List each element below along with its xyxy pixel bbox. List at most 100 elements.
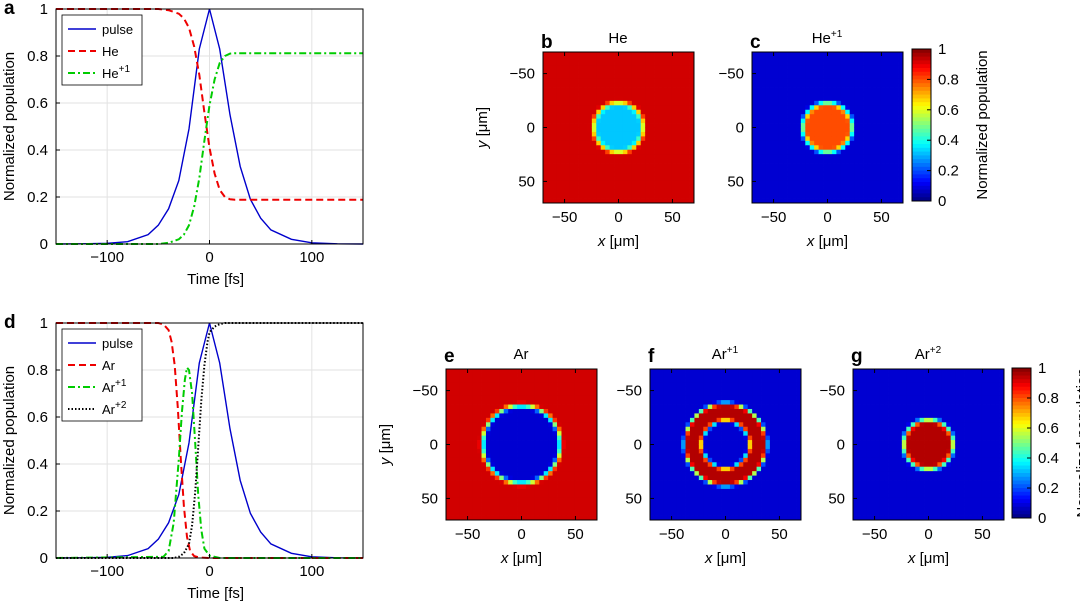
heatmap-cell (579, 440, 585, 445)
heatmap-cell (707, 475, 713, 481)
heatmap-cell (525, 471, 531, 476)
heatmap-cell (574, 488, 580, 494)
heatmap-cell (889, 198, 895, 204)
heatmap-cell (853, 497, 858, 503)
heatmap-cell (774, 413, 780, 419)
heatmap-cell (885, 105, 891, 111)
heatmap-cell (525, 386, 531, 392)
heatmap-cell (561, 484, 567, 490)
heatmap-cell (845, 105, 851, 111)
heatmap-cell (499, 417, 505, 423)
heatmap-cell (667, 417, 673, 423)
heatmap-cell (840, 154, 846, 159)
heatmap-cell (463, 391, 469, 397)
heatmap-cell (774, 180, 780, 186)
heatmap-cell (827, 78, 833, 84)
heatmap-cell (774, 373, 780, 379)
heatmap-cell (765, 431, 771, 437)
heatmap-cell (667, 189, 673, 195)
heatmap-cell (658, 118, 664, 124)
heatmap-cell (778, 497, 784, 503)
heatmap-cell (565, 515, 571, 521)
heatmap-cell (663, 511, 669, 516)
heatmap-cell (582, 163, 588, 168)
heatmap-cell (600, 176, 606, 182)
heatmap-cell (583, 502, 589, 508)
heatmap-cell (582, 56, 588, 62)
heatmap-cell (853, 466, 858, 472)
heatmap-cell (503, 466, 509, 472)
heatmap-cell (894, 176, 899, 182)
heatmap-cell (583, 426, 589, 432)
heatmap-cell (853, 369, 858, 374)
heatmap-cell (672, 502, 678, 508)
heatmap-cell (809, 194, 815, 199)
heatmap-cell (787, 417, 793, 423)
heatmap-cell (547, 180, 553, 186)
heatmap-cell (756, 131, 762, 137)
heatmap-cell (570, 373, 576, 379)
heatmap-cell (783, 506, 789, 512)
heatmap-cell (450, 471, 456, 476)
heatmap-cell (582, 105, 588, 111)
heatmap-cell (605, 69, 611, 75)
heatmap-cell (827, 154, 833, 159)
heatmap-cell (796, 480, 802, 485)
heatmap-cell (450, 404, 456, 410)
heatmap-cell (676, 136, 682, 142)
heatmap-cell (560, 118, 566, 124)
heatmap-cell (588, 475, 593, 481)
heatmap-cell (787, 493, 793, 499)
heatmap-cell (681, 515, 686, 521)
heatmap-cell (560, 180, 566, 186)
heatmap-cell (729, 484, 735, 490)
heatmap-cell (818, 127, 824, 133)
heatmap-cell (570, 400, 576, 405)
heatmap-cell (534, 466, 540, 472)
x-tick-label: 0 (205, 563, 213, 580)
heatmap-cell (481, 453, 487, 459)
heatmap-cell (654, 408, 660, 414)
heatmap-cell (485, 493, 491, 499)
heatmap-cell (867, 105, 873, 111)
heatmap-cell (574, 404, 580, 410)
heatmap-cell (791, 158, 797, 164)
heatmap-cell (863, 136, 868, 142)
heatmap-cell (578, 52, 584, 57)
heatmap-cell (654, 52, 659, 57)
heatmap-cell (548, 475, 553, 481)
heatmap-cell (654, 395, 660, 401)
heatmap-cell (716, 480, 722, 485)
heatmap-cell (752, 69, 757, 75)
heatmap-cell (649, 176, 655, 182)
heatmap-cell (662, 100, 668, 106)
heatmap-cell (662, 149, 668, 155)
heatmap-cell (574, 114, 579, 120)
heatmap-cell (787, 140, 793, 146)
heatmap-cell (778, 198, 784, 204)
heatmap-cell (845, 118, 851, 124)
heatmap-cell (494, 413, 500, 419)
heatmap-cell (721, 515, 726, 521)
heatmap-cell (721, 511, 726, 516)
heatmap-cell (667, 60, 673, 66)
heatmap-cell (809, 118, 815, 124)
heatmap-cell (551, 114, 557, 120)
heatmap-cell (875, 386, 881, 392)
heatmap-cell (557, 373, 562, 379)
heatmap-cell (894, 96, 899, 102)
heatmap-cell (556, 96, 562, 102)
heatmap-cell (778, 453, 784, 459)
heatmap-cell (792, 413, 797, 419)
heatmap-cell (685, 180, 690, 186)
heatmap-cell (672, 497, 678, 503)
heatmap-cell (752, 488, 757, 494)
heatmap-cell (783, 502, 789, 508)
heatmap-cell (676, 369, 682, 374)
heatmap-cell (769, 56, 775, 62)
heatmap-cell (472, 466, 478, 472)
heatmap-cell (543, 400, 549, 405)
heatmap-cell (658, 194, 664, 199)
heatmap-cell (667, 145, 673, 151)
heatmap-cell (539, 444, 545, 450)
